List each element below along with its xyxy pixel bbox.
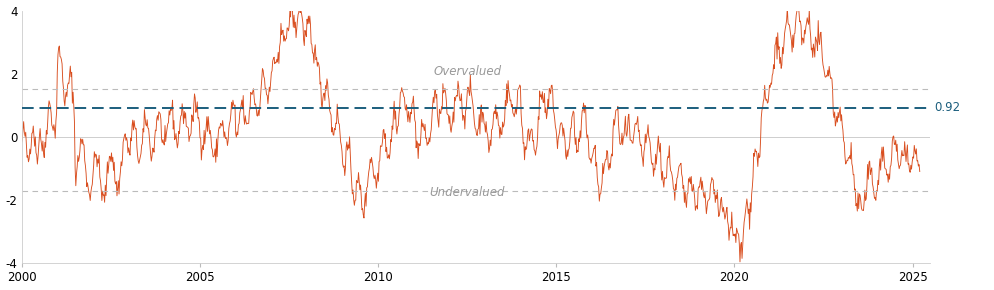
Text: Overvalued: Overvalued — [432, 66, 501, 78]
Text: 0.92: 0.92 — [933, 101, 959, 114]
Text: Undervalued: Undervalued — [429, 186, 504, 199]
